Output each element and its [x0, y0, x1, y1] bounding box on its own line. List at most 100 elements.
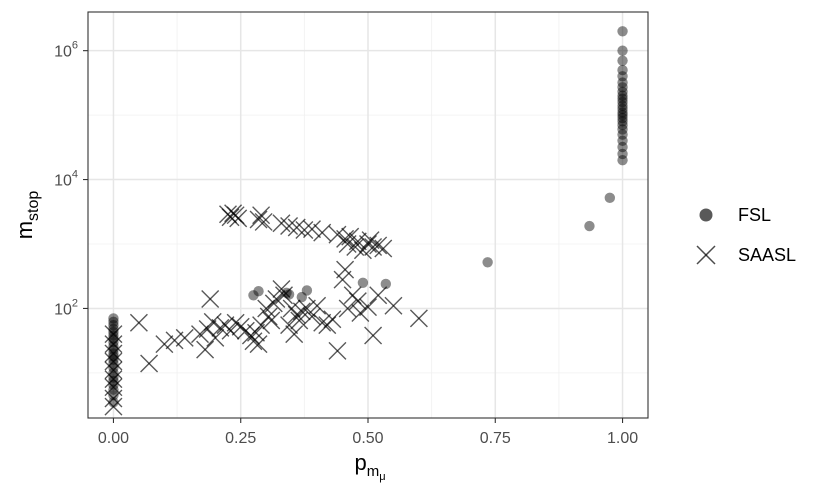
saasl-point — [104, 352, 123, 371]
saasl-point — [374, 239, 393, 258]
legend-key-fsl-circle — [699, 208, 713, 222]
saasl-point — [348, 292, 367, 311]
fsl-point — [617, 141, 628, 153]
fsl-point — [617, 93, 628, 104]
fsl-point — [617, 107, 628, 118]
saasl-point — [384, 296, 403, 315]
saasl-point — [229, 209, 248, 228]
fsl-point — [253, 286, 264, 297]
saasl-point — [203, 312, 222, 331]
saasl-point — [303, 307, 321, 326]
fsl-point — [108, 354, 119, 365]
saasl-point — [165, 331, 184, 350]
saasl-point — [295, 220, 314, 239]
x-axis-title-base: p — [354, 450, 366, 475]
y-tick-label: 102 — [54, 297, 78, 318]
saasl-point — [262, 311, 281, 330]
saasl-point — [323, 310, 342, 329]
fsl-point — [108, 330, 119, 341]
fsl-point — [617, 112, 628, 124]
fsl-point — [617, 96, 628, 108]
y-tick-label: 106 — [54, 40, 78, 61]
saasl-point — [264, 294, 283, 313]
major-gridlines — [88, 12, 648, 418]
fsl-point — [617, 129, 628, 140]
y-axis-title-sub: stop — [25, 191, 42, 221]
x-tick-label: 0.00 — [98, 430, 129, 447]
saasl-point — [206, 328, 225, 347]
saasl-point — [249, 210, 268, 229]
fsl-point — [617, 77, 628, 88]
y-tick-label: 104 — [54, 169, 78, 190]
fsl-point — [357, 277, 369, 288]
fsl-point — [108, 326, 119, 338]
saasl-point — [369, 236, 388, 255]
saasl-point — [104, 344, 123, 363]
fsl-point — [617, 135, 628, 146]
saasl-point — [249, 335, 268, 354]
fsl-point — [617, 109, 628, 121]
fsl-point — [108, 336, 119, 348]
fsl-point — [108, 390, 119, 401]
fsl-point — [617, 86, 628, 97]
fsl-point — [617, 103, 628, 115]
saasl-point — [201, 290, 220, 309]
x-tick-label: 1.00 — [607, 430, 638, 447]
saasl-point — [104, 325, 123, 344]
fsl-point — [108, 375, 119, 387]
saasl-point — [254, 212, 273, 231]
fsl-point — [108, 340, 119, 352]
x-tick-label: 0.50 — [352, 430, 383, 447]
x-tick-label: 0.75 — [480, 430, 511, 447]
saasl-point — [275, 286, 293, 305]
saasl-point — [221, 321, 240, 340]
fsl-point — [108, 362, 119, 373]
saasl-point — [313, 223, 332, 242]
saasl-point — [336, 260, 355, 279]
fsl-point — [482, 257, 493, 268]
saasl-point — [338, 299, 357, 318]
fsl-point — [108, 372, 119, 383]
fsl-point — [617, 64, 628, 76]
fsl-point — [108, 316, 119, 328]
saasl-point — [308, 296, 327, 315]
saasl-point — [104, 361, 123, 380]
saasl-point — [259, 307, 278, 326]
fsl-point — [248, 290, 259, 301]
saasl-point — [333, 270, 352, 289]
saasl-point — [104, 378, 123, 397]
x-tick-label: 0.25 — [225, 430, 256, 447]
saasl-point — [252, 206, 271, 225]
saasl-point — [104, 370, 123, 389]
fsl-point — [604, 192, 616, 204]
saasl-point — [221, 208, 240, 227]
fsl-point — [584, 220, 595, 232]
legend: FSL SAASL — [696, 205, 796, 265]
fsl-point — [108, 313, 119, 324]
saasl-point — [226, 313, 245, 332]
saasl-point — [247, 323, 265, 342]
fsl-point — [617, 119, 628, 131]
saasl-point — [280, 217, 299, 236]
fsl-point — [617, 116, 628, 127]
saasl-points — [104, 204, 428, 416]
fsl-point — [617, 26, 628, 37]
fsl-point — [617, 154, 628, 166]
fsl-point — [617, 90, 628, 101]
saasl-point — [351, 303, 370, 322]
saasl-point — [369, 286, 388, 305]
y-axis-title-base: m — [12, 221, 37, 239]
saasl-point — [196, 340, 215, 359]
legend-label-saasl: SAASL — [738, 245, 796, 265]
saasl-point — [336, 229, 355, 248]
fsl-point — [108, 358, 119, 369]
saasl-point — [292, 302, 311, 321]
saasl-point — [211, 318, 230, 337]
saasl-point — [272, 280, 291, 299]
fsl-point — [617, 82, 628, 93]
saasl-point — [361, 231, 380, 250]
fsl-point — [617, 124, 628, 135]
y-axis-ticks: 102 104 106 — [54, 40, 88, 318]
saasl-point — [303, 220, 321, 239]
